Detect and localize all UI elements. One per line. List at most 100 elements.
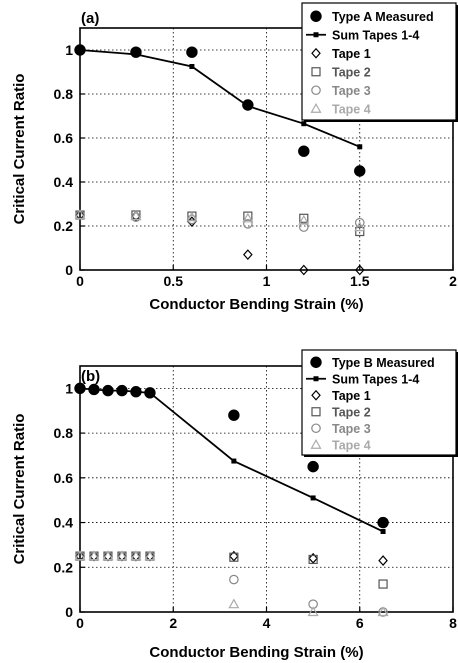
x-tick-label: 0 [76, 615, 84, 631]
data-point [74, 209, 86, 220]
data-point [74, 382, 86, 395]
data-point [229, 574, 239, 585]
legend-marker [310, 439, 322, 449]
x-tick-label: 0.5 [164, 273, 184, 289]
data-point [116, 550, 128, 561]
x-tick-label: 0 [76, 273, 84, 289]
y-tick-label: 0.6 [54, 130, 74, 146]
legend-label: Sum Tapes 1-4 [332, 372, 419, 386]
legend-marker [311, 67, 321, 77]
legend-marker [313, 32, 319, 38]
data-point [378, 555, 388, 566]
data-point [298, 222, 309, 232]
legend-label: Tape 4 [332, 102, 371, 116]
data-point [74, 44, 86, 56]
x-tick-label: 8 [449, 615, 457, 631]
data-point [298, 145, 310, 157]
data-point [299, 213, 309, 223]
data-point [102, 550, 114, 561]
data-point [130, 210, 142, 221]
legend-label: Type A Measured [332, 10, 434, 24]
data-point [354, 264, 365, 276]
legend-label: Tape 4 [332, 438, 371, 452]
data-point [301, 121, 307, 127]
data-point [355, 226, 365, 237]
data-point [380, 528, 386, 534]
legend-label: Sum Tapes 1-4 [332, 28, 419, 42]
legend-marker [311, 85, 321, 96]
data-point [131, 212, 141, 222]
data-point [130, 386, 142, 398]
legend-box [301, 2, 457, 121]
data-point [354, 217, 365, 228]
chart-panel-b: 0 2 4 6 8 0 0.2 0.4 0.6 0.8 1 Conductor Bending Str… [11, 349, 458, 661]
series-type-b-measured [74, 382, 389, 529]
data-point [116, 384, 128, 397]
x-tick-label: 4 [263, 615, 271, 631]
legend-label: Tape 2 [332, 65, 371, 79]
legend: Type A Measured Sum Tapes 1-4 Tape 1 Tape 2… [301, 2, 458, 122]
legend-marker [311, 389, 321, 401]
series-tape-2 [75, 210, 365, 237]
series-tape-3 [75, 210, 365, 232]
legend-label: Type B Measured [332, 356, 435, 370]
data-point [378, 579, 388, 589]
data-point [357, 144, 363, 150]
data-point [228, 409, 240, 421]
data-point [242, 212, 254, 223]
legend-label: Tape 1 [332, 389, 371, 403]
legend: Type B Measured Sum Tapes 1-4 Tape 1 Tape 2… [301, 349, 458, 457]
legend-marker [310, 356, 322, 368]
x-axis-title: Conductor Bending Strain (%) [149, 296, 363, 313]
x-tick-label: 2 [169, 615, 177, 631]
legend-marker [311, 47, 321, 59]
x-tick-label: 2 [449, 273, 457, 289]
data-point [228, 598, 240, 609]
data-point [354, 221, 366, 232]
legend-marker [310, 103, 322, 113]
data-point [144, 550, 156, 561]
data-point [298, 264, 309, 276]
data-point [88, 383, 100, 396]
data-point [189, 64, 195, 69]
data-point [377, 516, 389, 529]
y-tick-label: 0.2 [54, 218, 74, 234]
series-tape-4 [74, 209, 366, 232]
y-tick-label: 0.8 [54, 86, 74, 102]
x-axis-title: Conductor Bending Strain (%) [149, 644, 363, 661]
data-point [130, 46, 142, 58]
series-line [79, 49, 361, 148]
x-tick-label: 6 [356, 615, 364, 631]
series-type-a-measured [74, 44, 366, 177]
data-point [88, 550, 100, 561]
data-point [310, 495, 316, 501]
legend-marker [310, 10, 322, 22]
y-tick-label: 1 [65, 380, 73, 396]
data-point [186, 211, 198, 222]
data-point [144, 387, 156, 399]
y-tick-label: 0.2 [54, 559, 74, 575]
legend-marker [313, 376, 319, 382]
y-tick-label: 0.4 [54, 515, 74, 531]
data-point [229, 552, 239, 562]
panel-label: (b) [81, 368, 100, 385]
data-point [229, 550, 239, 562]
legend-label: Tape 2 [332, 405, 371, 419]
series-tape-1 [75, 209, 365, 276]
legend-label: Tape 3 [332, 84, 371, 98]
data-point [243, 219, 253, 229]
data-point [74, 550, 86, 561]
y-tick-label: 0.8 [54, 425, 74, 441]
x-tick-label: 1 [263, 273, 271, 289]
legend-box [301, 349, 457, 456]
data-point [377, 606, 389, 617]
data-point [242, 99, 254, 111]
y-axis-title: Critical Current Ratio [11, 414, 28, 565]
legend-label: Tape 3 [332, 422, 371, 436]
series-tape-3 [75, 551, 388, 617]
chart-panel-a: 0 0.5 1 1.5 2 0 0.2 0.4 0.6 0.8 1 Conductor Bending… [11, 2, 458, 313]
y-tick-label: 0 [65, 604, 73, 620]
data-point [231, 458, 237, 464]
legend-marker [311, 423, 321, 434]
